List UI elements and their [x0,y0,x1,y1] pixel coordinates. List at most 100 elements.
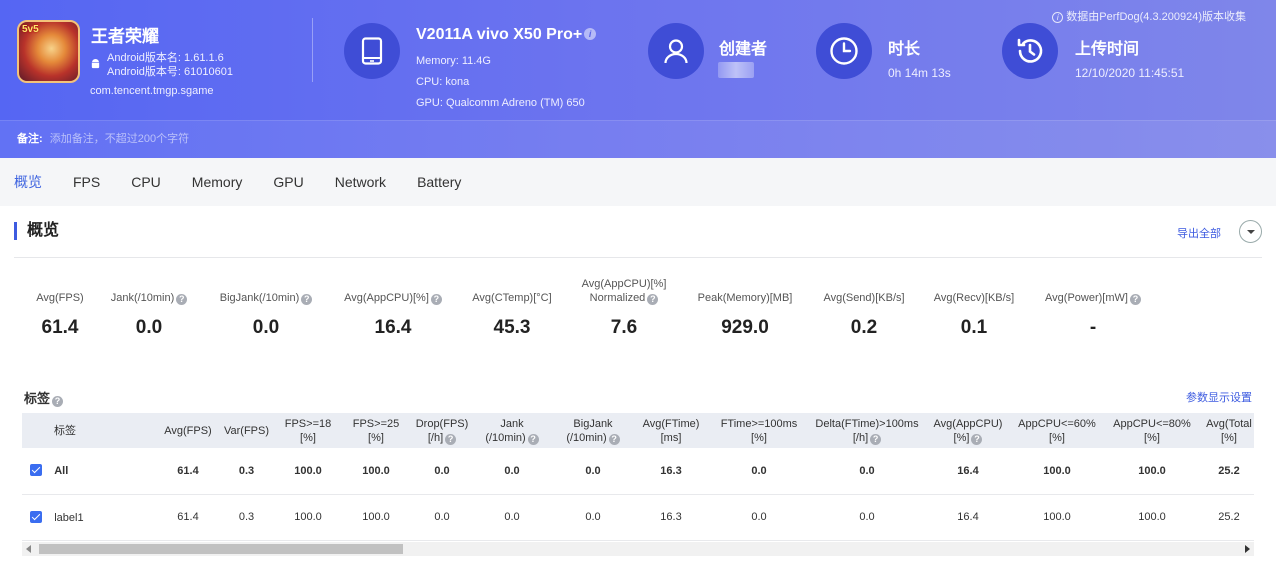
column-header-text: Delta(FTime)>100ms [815,417,919,430]
export-dropdown-button[interactable] [1239,220,1262,243]
tab-battery[interactable]: Battery [417,174,462,190]
column-header-unit: [%] [368,431,384,444]
scroll-left-arrow-icon[interactable] [26,545,31,553]
help-icon[interactable]: ? [301,294,313,305]
metric-label: Jank(/10min) [110,292,175,304]
column-header-unit: [/h] [427,431,444,444]
app-name: 王者荣耀 [91,27,159,46]
phone-icon [344,23,400,79]
labels-title-text: 标签 [24,391,51,406]
column-header-text: 标签 [54,424,76,437]
scroll-right-arrow-icon[interactable] [1245,545,1250,553]
metric-peak-memory: Peak(Memory)[MB] 929.0 [688,291,802,339]
column-header-text: Avg(AppCPU) [933,417,1003,430]
metric-jank: Jank(/10min)? 0.0 [104,291,194,339]
tab-overview[interactable]: 概览 [14,174,42,190]
tab-network[interactable]: Network [334,174,387,190]
table-cell: 0.0 [474,494,550,541]
table-cell: 61.4 [157,448,219,495]
column-header-unit: [ms] [660,431,682,444]
column-header-unit: (/10min) [566,431,607,444]
table-cell: 100.0 [1100,494,1204,541]
column-header-text: AppCPU<=80% [1113,417,1191,430]
column-header-text: FPS>=25 [352,417,400,430]
metric-label: Avg(Power)[mW] [1045,292,1128,304]
column-header-text: Avg(FPS) [164,424,212,437]
note-label: 备注: [17,133,43,145]
column-header: BigJank (/10min)? [550,413,636,448]
tab-gpu[interactable]: GPU [273,174,304,190]
overview-title: 概览 [14,222,59,240]
table-cell: 100.0 [274,494,342,541]
device-info-icon[interactable]: i [584,28,597,40]
metric-label: Avg(FPS) [36,292,84,304]
app-version-name: Android版本名: 1.61.1.6 [107,52,224,64]
labels-table-grid: 标签 Avg(FPS) Var(FPS) FPS>=18 [%] FPS>=25[… [22,413,1254,541]
column-header-unit: [/h] [852,431,869,444]
help-icon[interactable]: ? [608,433,620,445]
table-cell: 61.4 [157,494,219,541]
metric-label: Avg(CTemp)[°C] [472,292,552,304]
table-cell: 0.0 [706,448,812,495]
table-header-row: 标签 Avg(FPS) Var(FPS) FPS>=18 [%] FPS>=25[… [22,413,1254,448]
help-icon[interactable]: ? [176,294,188,305]
metric-avg-appcpu: Avg(AppCPU)[%]? 16.4 [335,291,451,339]
app-version-code: Android版本号: 61010601 [107,66,233,78]
horizontal-scrollbar[interactable] [22,542,1254,556]
tab-memory[interactable]: Memory [191,174,243,190]
help-icon[interactable]: ? [870,433,882,445]
metric-label: Avg(AppCPU)[%] [344,292,429,304]
table-cell: 0.0 [474,448,550,495]
tab-bar: 概览 FPS CPU Memory GPU Network Battery [0,158,1276,206]
column-header-text: AppCPU<=60% [1018,417,1096,430]
creator-title: 创建者 [719,41,768,58]
table-row: All 61.4 0.3 100.0 100.0 0.0 0.0 0.0 16.… [22,448,1254,495]
metric-avg-fps: Avg(FPS) 61.4 [27,291,93,339]
metric-value: 0.2 [850,317,878,338]
table-cell: 16.3 [636,494,706,541]
column-header: Avg(AppCPU) [%]? [922,413,1014,448]
column-header-unit: [%] [1144,431,1160,444]
help-icon[interactable]: ? [445,433,457,445]
metric-bigjank: BigJank(/10min)? 0.0 [210,291,322,339]
help-icon[interactable]: ? [647,294,659,305]
column-header-text: Avg(Total [1206,417,1252,430]
device-name: V2011A vivo X50 Pro+ i [416,26,597,44]
row-label-cell: All [22,448,157,495]
column-header: FPS>=25 [%] [342,413,410,448]
column-settings-link[interactable]: 参数显示设置 [1186,392,1252,404]
help-icon[interactable]: ? [527,433,539,445]
app-icon-badge: 5v5 [22,24,39,35]
metric-value: 0.1 [960,317,988,338]
chevron-down-icon [1246,229,1255,234]
help-icon[interactable]: ? [971,433,983,445]
export-all-link[interactable]: 导出全部 [1177,228,1221,240]
help-icon[interactable]: ? [430,294,442,305]
table-cell: 16.3 [636,448,706,495]
row-checkbox[interactable] [30,464,42,477]
table-cell: 0.0 [706,494,812,541]
column-header: AppCPU<=60% [%] [1014,413,1100,448]
scrollbar-thumb[interactable] [39,544,403,554]
tab-cpu[interactable]: CPU [131,174,161,190]
table-cell: 100.0 [274,448,342,495]
header-summary: 5v5 王者荣耀 Android版本名: 1.61.1.6 Android版本号… [0,0,1276,120]
table-cell: 0.3 [219,448,274,495]
duration-title: 时长 [888,41,921,58]
row-label: All [54,465,69,478]
column-header: Var(FPS) [219,413,274,448]
help-icon[interactable]: ? [52,396,64,407]
column-header: Jank (/10min)? [474,413,550,448]
device-memory: Memory: 11.4G [416,55,491,67]
column-header-text: Jank [500,417,524,430]
tab-fps[interactable]: FPS [73,174,101,190]
android-icon [91,59,100,69]
note-input[interactable]: 添加备注，不超过200个字符 [49,133,190,145]
help-icon[interactable]: ? [1129,294,1141,305]
column-header-text: Avg(FTime) [642,417,700,430]
column-header-text: FTime>=100ms [720,417,798,430]
row-label-cell: label1 [22,494,157,541]
row-checkbox[interactable] [30,510,42,523]
info-icon: i [1052,12,1064,23]
table-cell: 0.3 [219,494,274,541]
